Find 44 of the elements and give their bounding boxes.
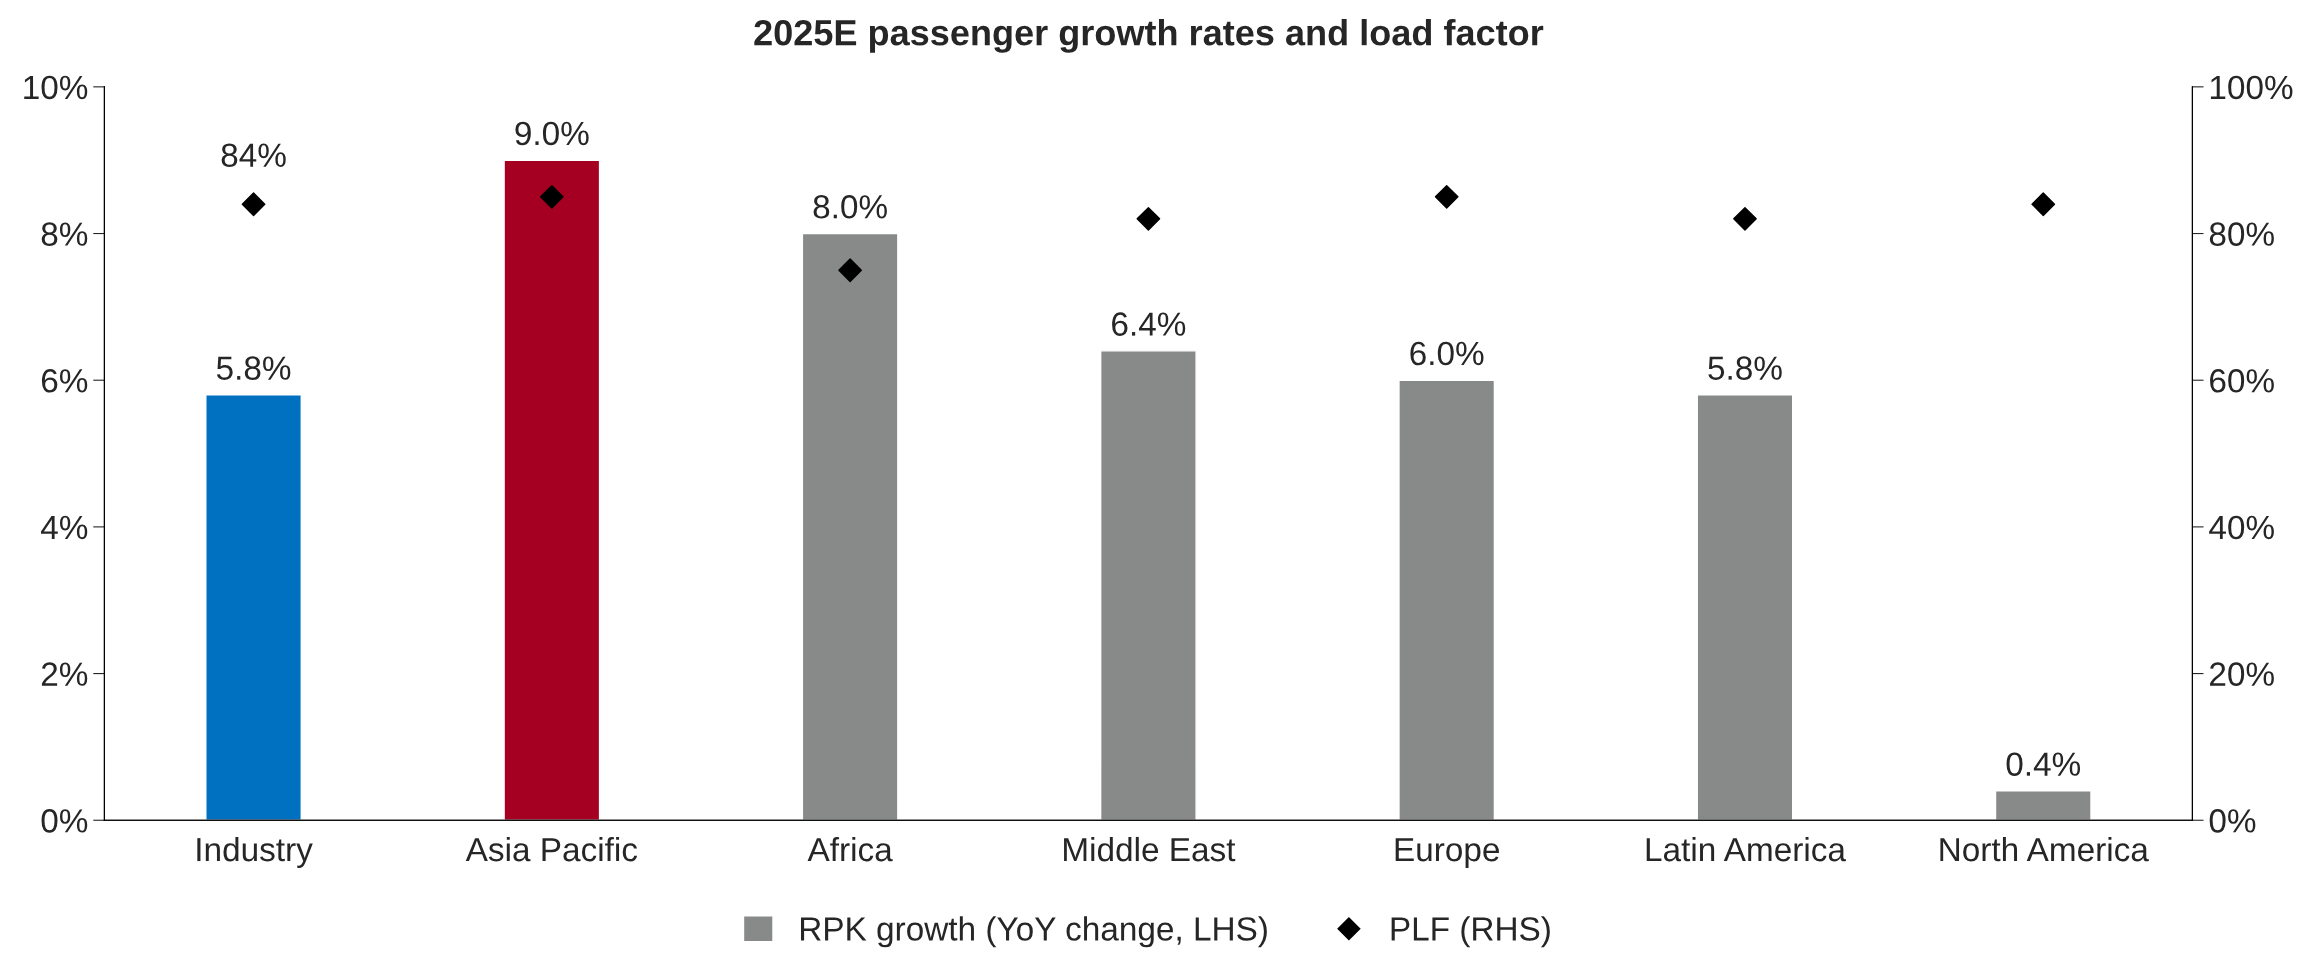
y-tick-label: 6% [41, 369, 88, 393]
y2-tick-label: 0% [2209, 809, 2256, 833]
y2-tick-label: 60% [2210, 369, 2274, 393]
point [838, 258, 863, 283]
bar [205, 394, 302, 821]
x-tick-label: Africa [807, 836, 893, 862]
data-label: 5.8% [216, 356, 291, 380]
x-tick-label: Middle East [1064, 836, 1236, 862]
x-tick-label: Industry [197, 836, 313, 868]
data-label: 9.0% [515, 121, 589, 146]
y2-tick-label: 20% [2210, 662, 2274, 686]
x-tick-label: Europe [1395, 838, 1499, 868]
y-tick-label: 8% [41, 222, 88, 246]
bar [1398, 379, 1496, 821]
y-tick-label: 10% [24, 75, 88, 100]
data-label: 6.0% [1410, 341, 1484, 366]
bar [1994, 790, 2092, 821]
point [241, 192, 266, 217]
x-tick-label: Asia Pacific [465, 836, 638, 862]
y-tick-label: 2% [41, 662, 88, 686]
y-tick-label: 0% [41, 809, 88, 833]
data-label: 6.4% [1112, 312, 1186, 336]
chart-title: 2025E passenger growth rates and load factor [754, 19, 1544, 53]
point [2031, 192, 2056, 217]
data-label: 0.4% [2006, 752, 2081, 776]
y2-tick-label: 100% [2210, 75, 2293, 100]
point [1434, 184, 1459, 209]
x-tick-label: North America [1940, 836, 2149, 862]
data-label: 8.0% [813, 195, 887, 219]
x-tick-label: Latin America [1646, 836, 1846, 862]
legend-label: PLF (RHS) [1391, 916, 1550, 948]
point [1136, 206, 1161, 231]
point [1733, 206, 1757, 231]
legend-label: RPK growth (YoY change, LHS) [800, 916, 1267, 948]
y2-tick-label: 80% [2209, 222, 2274, 246]
bar [1099, 350, 1197, 821]
point [539, 184, 564, 209]
data-label: 5.8% [1708, 356, 1782, 380]
data-label: 84% [221, 143, 286, 168]
bar [1696, 394, 1794, 821]
y2-tick-label: 40% [2209, 515, 2274, 540]
y-tick-label: 4% [41, 515, 88, 540]
bar [503, 159, 601, 821]
bar [801, 232, 899, 821]
